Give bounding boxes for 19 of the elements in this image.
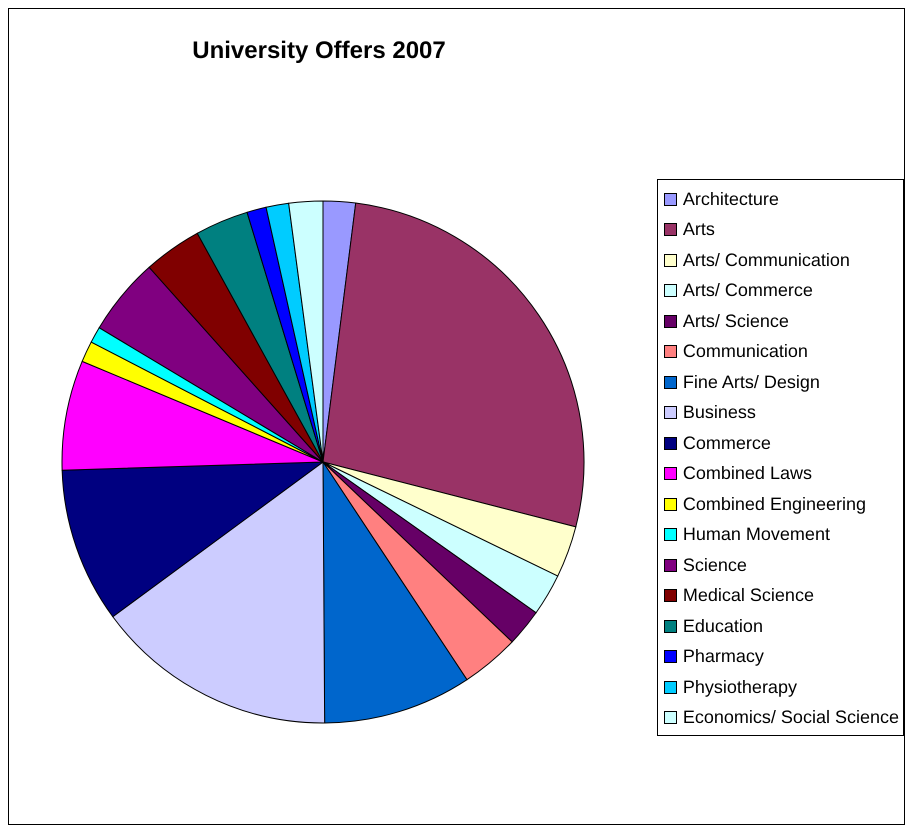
legend-label: Human Movement bbox=[682, 524, 830, 546]
legend-label: Business bbox=[682, 402, 756, 424]
legend-label: Arts/ Communication bbox=[682, 250, 850, 271]
legend-label: Arts/ Commerce bbox=[682, 280, 813, 302]
legend-label: Economics/ Social Science bbox=[682, 707, 899, 728]
legend-label: Medical Science bbox=[682, 585, 814, 606]
legend-label: Architecture bbox=[682, 188, 779, 210]
legend-label: Fine Arts/ Design bbox=[682, 372, 820, 393]
legend-label: Combined Laws bbox=[682, 463, 812, 484]
legend-label: Pharmacy bbox=[682, 646, 764, 668]
chart-title: University Offers 2007 bbox=[191, 37, 447, 65]
legend-label: Science bbox=[682, 554, 747, 576]
legend-label: Physiotherapy bbox=[682, 676, 797, 698]
legend-label: Combined Engineering bbox=[682, 494, 866, 515]
legend-label: Education bbox=[682, 616, 763, 637]
legend-label: Arts/ Science bbox=[682, 310, 789, 332]
legend-label: Communication bbox=[682, 341, 808, 362]
legend-label: Commerce bbox=[682, 432, 771, 454]
legend-label: Arts bbox=[682, 219, 715, 240]
